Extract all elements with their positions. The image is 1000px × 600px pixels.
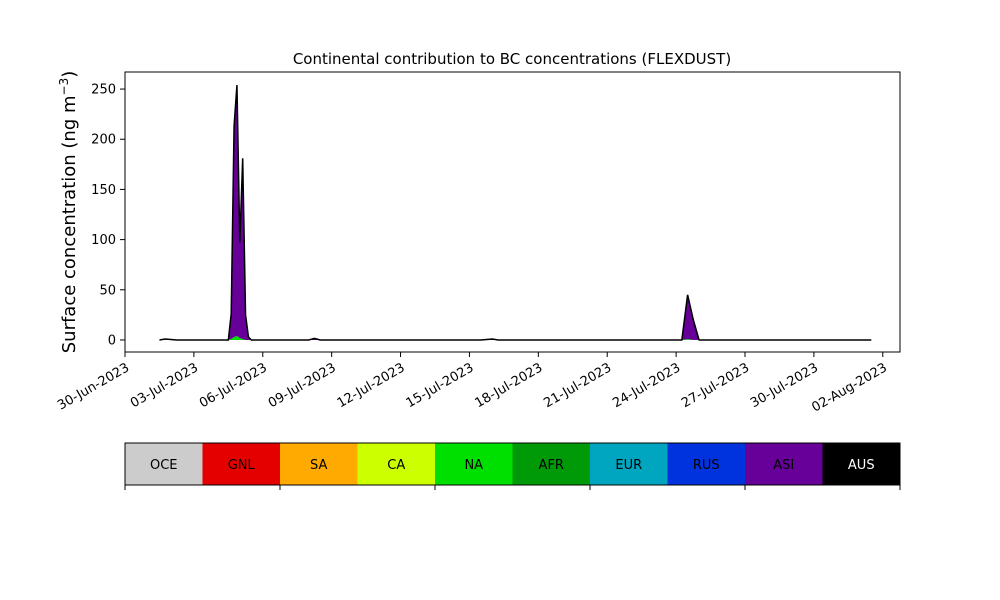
- y-tick-label: 200: [91, 133, 116, 148]
- x-tick-label: 03-Jul-2023: [128, 360, 201, 411]
- legend-swatch-na: [435, 443, 513, 485]
- legend-label-na: NA: [464, 458, 483, 473]
- chart-title: Continental contribution to BC concentra…: [293, 50, 731, 68]
- legend-label-gnl: GNL: [228, 458, 256, 473]
- legend-swatch-oce: [125, 443, 203, 485]
- x-tick-label: 06-Jul-2023: [197, 360, 270, 411]
- x-tick-label: 18-Jul-2023: [473, 360, 546, 411]
- legend-label-afr: AFR: [539, 458, 564, 473]
- area-asi: [159, 85, 872, 340]
- legend-swatch-sa: [280, 443, 358, 485]
- y-tick-label: 50: [99, 283, 116, 298]
- legend-swatch-rus: [667, 443, 745, 485]
- x-tick-label: 27-Jul-2023: [679, 360, 752, 411]
- x-tick-label: 21-Jul-2023: [541, 360, 614, 411]
- y-axis-label: Surface concentration (ng m−3): [57, 71, 80, 354]
- y-axis: 0 50 100 150 200 250: [91, 83, 125, 348]
- legend-swatch-eur: [590, 443, 668, 485]
- legend-label-sa: SA: [310, 458, 327, 473]
- legend-swatch-gnl: [202, 443, 280, 485]
- x-tick-label: 02-Aug-2023: [809, 360, 889, 415]
- plot-area: [159, 84, 872, 341]
- y-axis-label-close: ): [59, 71, 80, 78]
- legend-label-aus: AUS: [848, 458, 875, 473]
- legend-label-asi: ASI: [773, 458, 794, 473]
- x-tick-label: 12-Jul-2023: [335, 360, 408, 411]
- x-tick-label: 15-Jul-2023: [404, 360, 477, 411]
- plot-frame: [124, 71, 901, 353]
- y-tick-label: 150: [91, 183, 116, 198]
- x-tick-label: 24-Jul-2023: [610, 360, 683, 411]
- legend-swatch-ca: [357, 443, 435, 485]
- legend-label-oce: OCE: [150, 458, 178, 473]
- legend-label-ca: CA: [387, 458, 405, 473]
- area-na: [159, 335, 872, 340]
- legend-swatch-aus: [822, 443, 900, 485]
- legend: OCE GNL SA CA NA AFR EUR RUS ASI AUS: [124, 442, 901, 490]
- legend-label-rus: RUS: [693, 458, 720, 473]
- legend-swatch-asi: [745, 443, 823, 485]
- legend-swatch-afr: [512, 443, 590, 485]
- legend-label-eur: EUR: [615, 458, 642, 473]
- y-axis-label-exponent: −3: [57, 78, 71, 96]
- x-axis: 30-Jun-202303-Jul-202306-Jul-202309-Jul-…: [55, 352, 890, 416]
- x-tick-label: 30-Jun-2023: [55, 360, 132, 413]
- x-tick-label: 09-Jul-2023: [266, 360, 339, 411]
- legend-frame: [124, 442, 901, 486]
- y-tick-label: 100: [91, 233, 116, 248]
- total-line: [159, 84, 872, 341]
- y-tick-label: 0: [108, 333, 116, 348]
- y-axis-label-text: Surface concentration (ng m: [59, 95, 80, 353]
- y-tick-label: 250: [91, 83, 116, 98]
